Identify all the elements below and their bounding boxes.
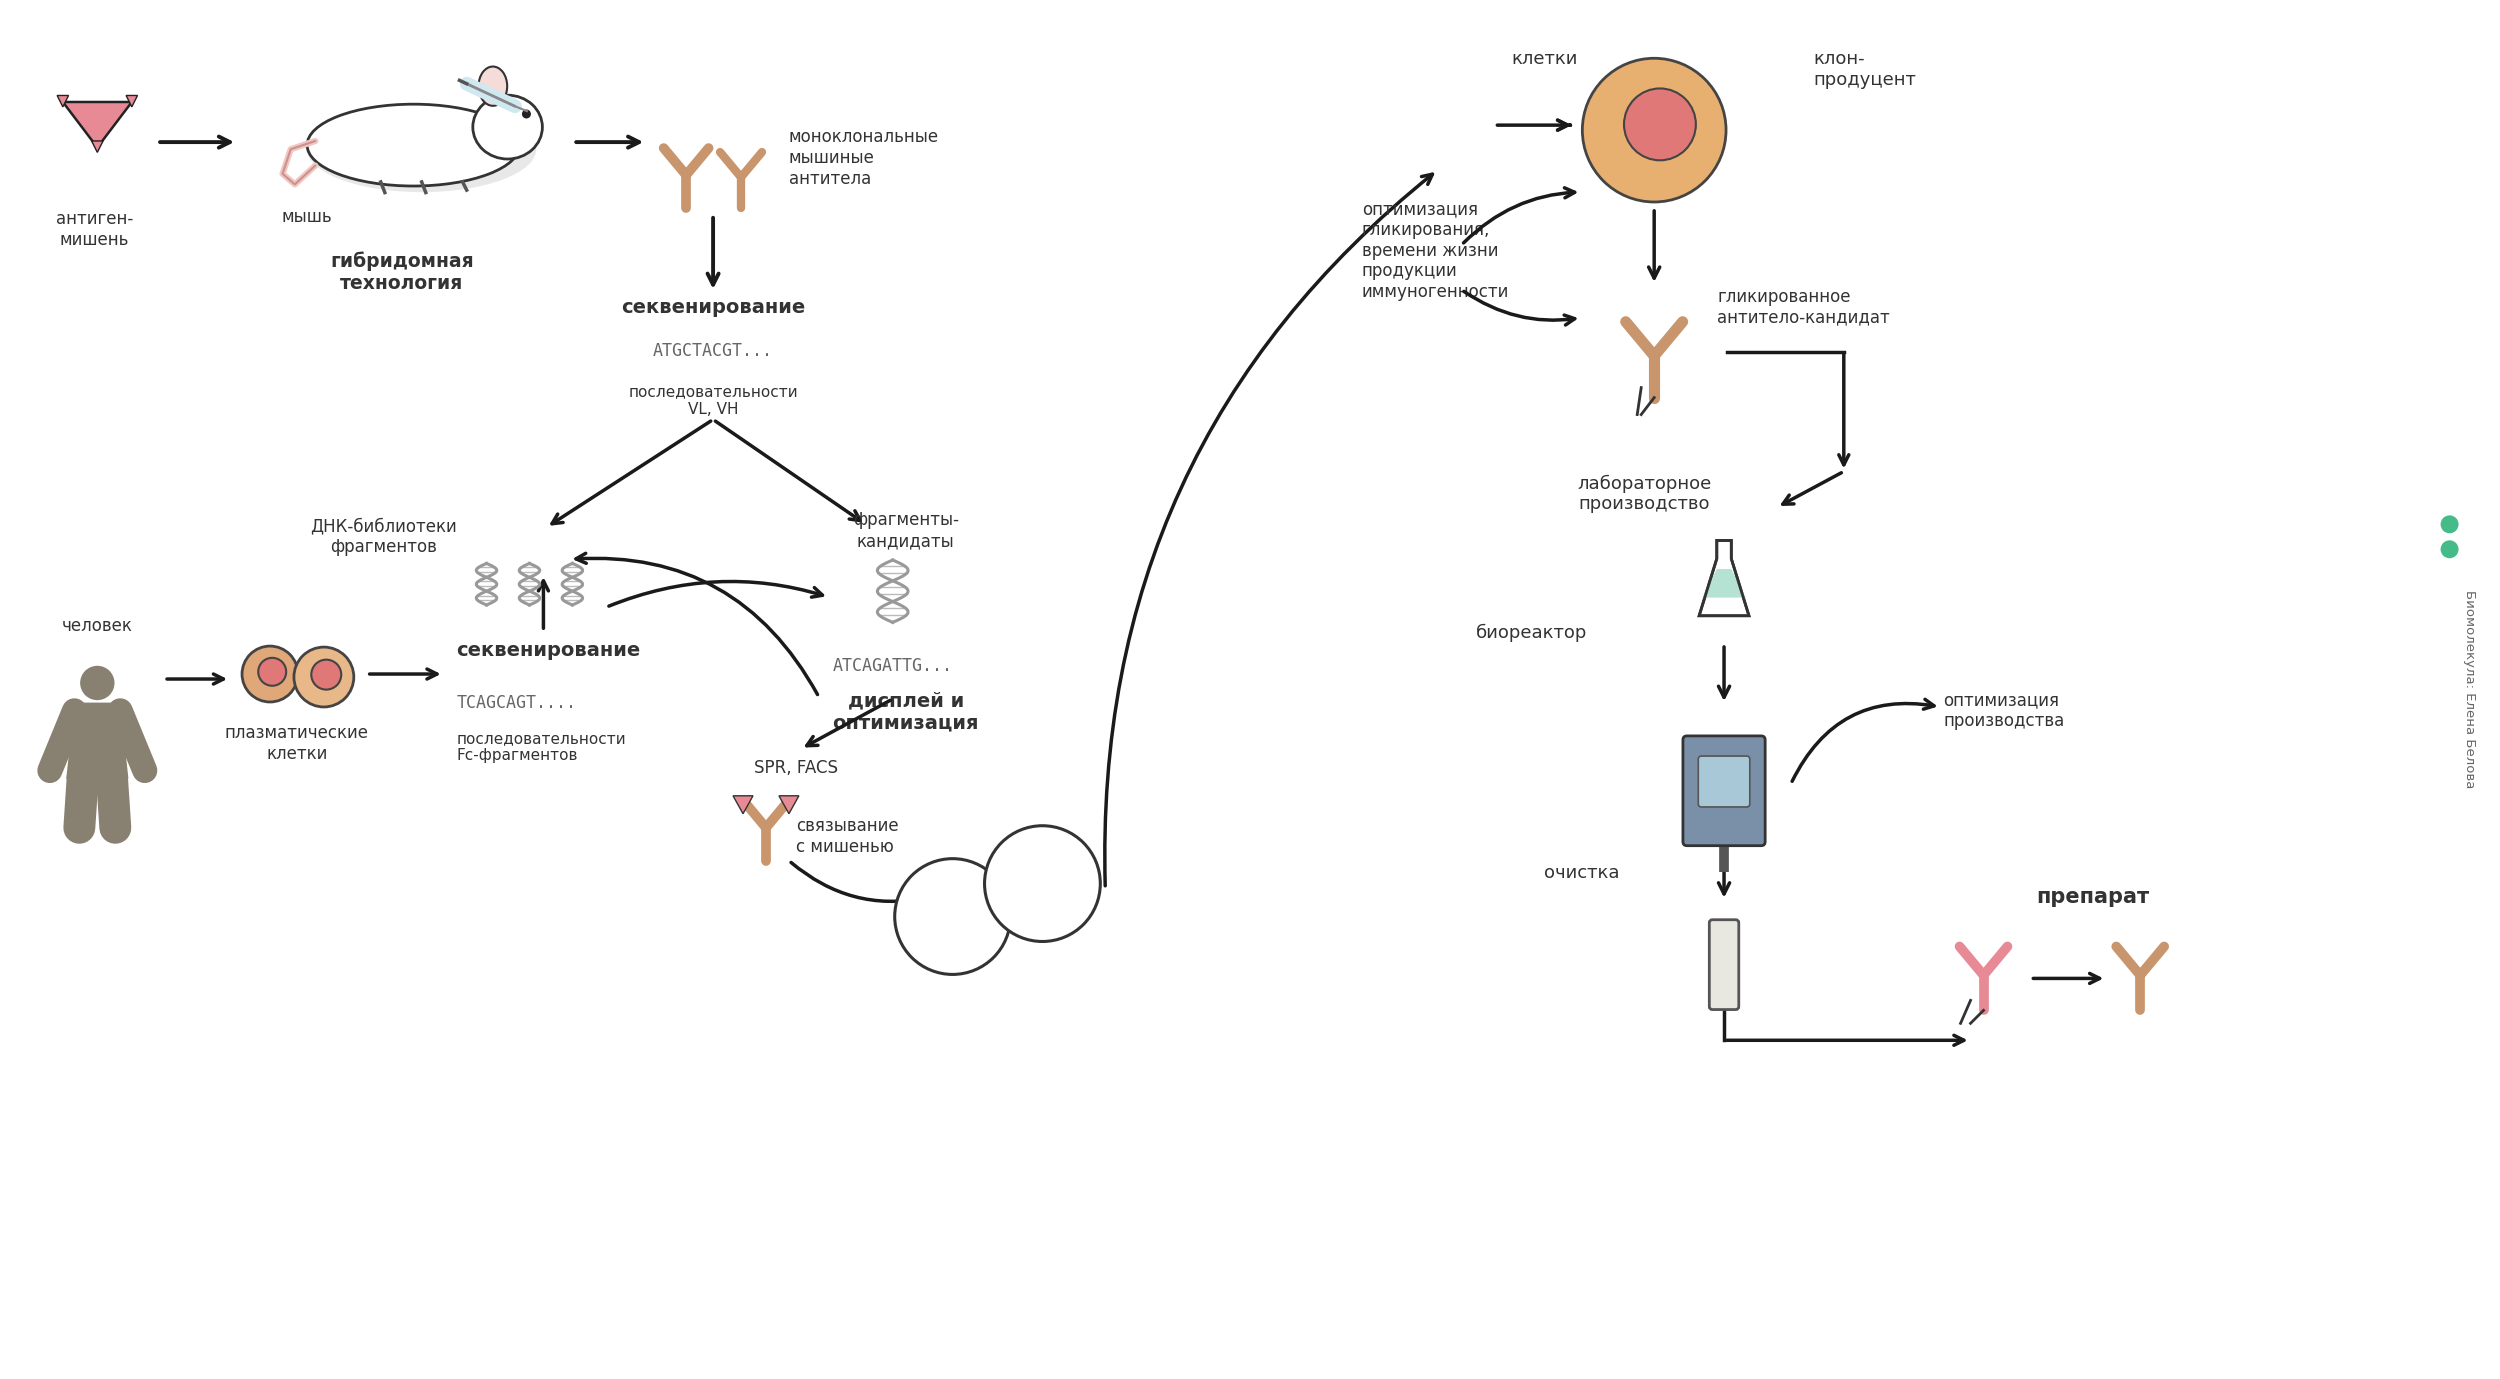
Text: ДНК-библиотеки
фрагментов: ДНК-библиотеки фрагментов: [310, 517, 458, 556]
Circle shape: [2440, 516, 2458, 534]
Text: лабораторное
производство: лабораторное производство: [1578, 474, 1712, 513]
Text: оптимизация
гликирования,
времени жизни
продукции
иммуногенности: оптимизация гликирования, времени жизни …: [1362, 200, 1510, 301]
Circle shape: [258, 658, 285, 685]
Text: гибридомная
технология: гибридомная технология: [330, 252, 472, 294]
Text: секвенирование: секвенирование: [620, 298, 805, 317]
Circle shape: [895, 859, 1010, 975]
Circle shape: [985, 826, 1100, 942]
Polygon shape: [92, 141, 103, 153]
Text: препарат: препарат: [2037, 887, 2150, 906]
Text: очистка: очистка: [1542, 863, 1620, 881]
FancyBboxPatch shape: [1698, 756, 1750, 807]
Text: ATCAGATTG...: ATCAGATTG...: [832, 656, 952, 676]
Text: дисплей и
оптимизация: дисплей и оптимизация: [832, 691, 980, 732]
FancyBboxPatch shape: [1710, 920, 1740, 1009]
Ellipse shape: [68, 826, 88, 836]
Circle shape: [295, 647, 355, 707]
Text: мышь: мышь: [282, 208, 332, 226]
Circle shape: [2440, 541, 2458, 558]
Ellipse shape: [472, 95, 542, 159]
Text: гликированное
антитело-кандидат: гликированное антитело-кандидат: [1718, 288, 1890, 327]
Text: моноклональные
мышиные
антитела: моноклональные мышиные антитела: [790, 128, 940, 188]
Text: фрагменты-
кандидаты: фрагменты- кандидаты: [853, 512, 958, 550]
Ellipse shape: [308, 106, 535, 192]
Text: связывание
с мишенью: связывание с мишенью: [795, 818, 898, 856]
Circle shape: [312, 659, 340, 690]
Polygon shape: [65, 703, 128, 779]
Polygon shape: [58, 95, 68, 106]
Polygon shape: [125, 95, 138, 106]
Text: секвенирование: секвенирование: [458, 641, 640, 661]
Text: человек: человек: [62, 618, 132, 636]
Text: клон-
продуцент: клон- продуцент: [1815, 50, 1918, 90]
Polygon shape: [1703, 570, 1745, 597]
Text: SPR, FACS: SPR, FACS: [755, 758, 838, 776]
Circle shape: [242, 647, 298, 702]
Text: плазматические
клетки: плазматические клетки: [225, 724, 370, 763]
FancyBboxPatch shape: [1682, 736, 1765, 845]
Text: оптимизация
производства: оптимизация производства: [1942, 691, 2065, 729]
Polygon shape: [732, 796, 752, 814]
Ellipse shape: [107, 826, 125, 836]
Text: антиген-
мишень: антиген- мишень: [55, 210, 132, 248]
Circle shape: [1625, 88, 1695, 160]
Ellipse shape: [308, 105, 520, 186]
Text: биореактор: биореактор: [1475, 625, 1588, 643]
Circle shape: [80, 666, 115, 701]
Text: клетки: клетки: [1510, 50, 1578, 69]
Text: Биомолекула: Елена Белова: Биомолекула: Елена Белова: [2462, 590, 2475, 789]
Text: TCAGCAGT....: TCAGCAGT....: [458, 694, 578, 712]
Polygon shape: [780, 796, 800, 814]
Ellipse shape: [478, 66, 508, 106]
Text: последовательности
VL, VH: последовательности VL, VH: [628, 385, 798, 416]
Polygon shape: [1700, 541, 1750, 616]
Circle shape: [522, 109, 530, 119]
Text: LC: LC: [940, 907, 965, 925]
Text: последовательности
Fc-фрагментов: последовательности Fc-фрагментов: [458, 731, 625, 764]
Text: ATGCTACGT...: ATGCTACGT...: [652, 342, 772, 360]
Text: HC: HC: [1028, 874, 1058, 892]
Circle shape: [1582, 58, 1725, 201]
Polygon shape: [62, 102, 132, 148]
